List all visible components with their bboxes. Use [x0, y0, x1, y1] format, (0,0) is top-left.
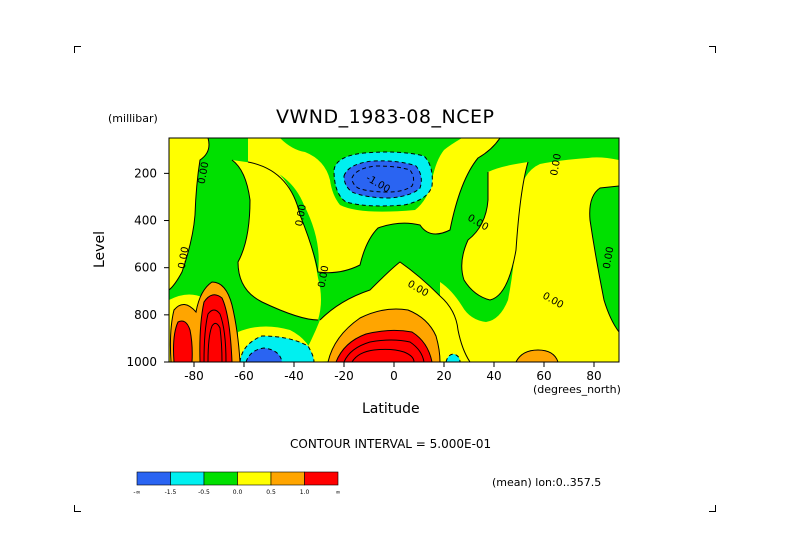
colorbar-swatch [237, 471, 272, 486]
region-yellow-top-center [248, 138, 500, 273]
region-yellow-right [440, 138, 619, 362]
contour-label: 0.00 [317, 265, 332, 289]
colorbar-label: -0.5 [198, 489, 210, 496]
colorbar-label: -1.5 [165, 489, 177, 496]
y-tick-label: 1000 [126, 355, 157, 369]
x-tick-label: 20 [436, 369, 451, 383]
colorbar-swatch [136, 471, 171, 486]
region-yellow-left [169, 138, 209, 290]
x-tick-label: 60 [536, 369, 551, 383]
contour-label: 0.00 [177, 246, 192, 270]
axes: -80 -60 -40 -20 0 20 40 60 80 200 400 600 800 1000 [126, 166, 601, 383]
frame-corner-top-left [74, 46, 81, 53]
x-tick-label: -60 [234, 369, 254, 383]
colorbar-legend: -∞ -1.5 -0.5 0.0 0.5 1.0 ∞ [133, 471, 341, 496]
colorbar-label: 1.0 [300, 489, 310, 496]
y-unit-label: (millibar) [108, 112, 158, 125]
region-orange-right [516, 350, 558, 362]
region-blue-upper [344, 160, 422, 198]
region-red-left-b [199, 294, 232, 362]
region-yellow-mid-left [232, 160, 321, 320]
colorbar-label: -∞ [133, 489, 140, 496]
contour-label: 0.00 [602, 246, 617, 270]
colorbar-label: ∞ [336, 489, 341, 496]
colorbar-swatch [203, 471, 238, 486]
colorbar-swatch [270, 471, 305, 486]
x-axis-title: Latitude [362, 401, 420, 417]
y-tick-label: 200 [134, 166, 157, 180]
x-unit-label: (degrees_north) [533, 383, 621, 396]
contour-label: 0.00 [549, 153, 564, 177]
x-tick-label: 80 [586, 369, 601, 383]
contour-interval-label: CONTOUR INTERVAL = 5.000E-01 [290, 437, 492, 451]
y-tick-label: 600 [134, 261, 157, 275]
region-red-left-a [173, 321, 193, 362]
y-axis-title: Level [92, 231, 108, 268]
frame-corner-top-right [709, 46, 716, 53]
colorbar-swatch [170, 471, 205, 486]
colorbar-swatch [304, 471, 339, 486]
x-tick-label: -20 [334, 369, 354, 383]
x-tick-label: -80 [184, 369, 204, 383]
x-tick-label: 40 [486, 369, 501, 383]
mean-note: (mean) lon:0..357.5 [492, 476, 602, 489]
region-yellow-right-inner [461, 162, 528, 300]
y-tick-label: 400 [134, 214, 157, 228]
chart-title: VWND_1983-08_NCEP [276, 106, 495, 128]
contour-label: 0.00 [294, 203, 309, 227]
contour-label: 0.00 [197, 161, 212, 185]
colorbar-label: 0.5 [266, 489, 276, 496]
frame-corner-bottom-left [74, 505, 81, 512]
x-tick-label: -40 [284, 369, 304, 383]
x-tick-label: 0 [390, 369, 398, 383]
region-blue-lower [246, 348, 282, 362]
frame-corner-bottom-right [709, 505, 716, 512]
colorbar-label: 0.0 [233, 489, 243, 496]
y-tick-label: 800 [134, 308, 157, 322]
